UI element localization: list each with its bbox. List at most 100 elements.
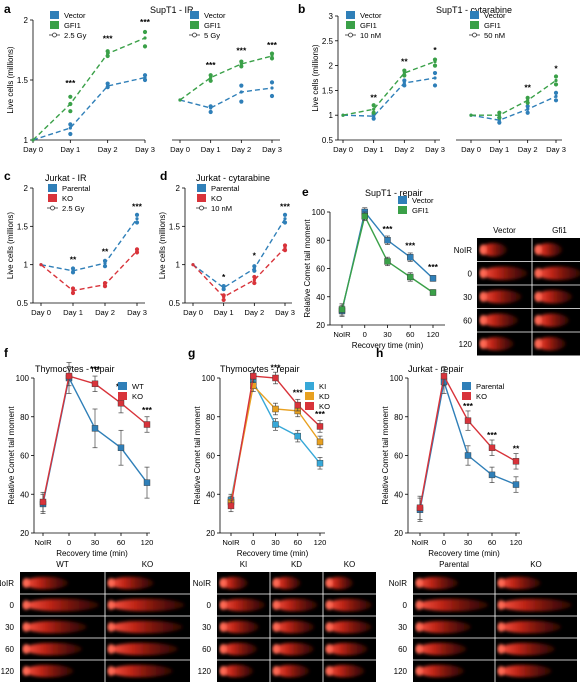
replicate-dot	[239, 99, 244, 104]
significance-annotation: **	[401, 57, 408, 67]
replicate-dot	[402, 68, 407, 73]
comet-image-grid: WT KO NoIR 0 30 60 120	[0, 560, 190, 682]
comet-tail	[327, 576, 354, 590]
comet-tail	[499, 642, 555, 656]
replicate-dot	[221, 287, 226, 292]
replicate-dot	[553, 82, 559, 87]
comet-tail	[24, 598, 100, 612]
legend-label: WT	[132, 382, 144, 391]
x-tick-label: 0	[442, 538, 446, 547]
comet-tail	[417, 664, 465, 678]
legend-label: Parental	[476, 382, 505, 391]
comet-tail	[481, 313, 519, 327]
y-tick-label: 80	[20, 413, 29, 422]
replicate-dot	[221, 297, 226, 303]
panel-e: 20 40 60 80 100 NoIR 0 30 60 120 Relative Comet ta…	[302, 185, 580, 356]
data-point	[384, 258, 391, 265]
x-tick-label: 30	[91, 538, 99, 547]
data-point	[338, 306, 346, 313]
legend-dose-marker	[50, 205, 55, 211]
significance-annotation: **	[70, 254, 77, 264]
comet-row-label: 120	[394, 667, 408, 676]
data-point	[91, 425, 99, 432]
comet-row-label: 0	[10, 601, 15, 610]
x-tick-label: 60	[294, 538, 302, 547]
comet-head	[22, 578, 30, 588]
y-tick-label: 60	[316, 265, 325, 274]
y-tick-label: 1.5	[322, 86, 334, 95]
comet-tail	[24, 642, 82, 656]
data-point	[526, 107, 530, 111]
x-axis-label: Recovery time (min)	[237, 549, 309, 558]
comet-image-grid: Vector Gfi1 NoIR 0 30 60 120	[454, 226, 580, 356]
legend-dose-marker	[472, 32, 477, 38]
comet-tail	[327, 598, 372, 612]
comet-head	[497, 600, 505, 610]
x-tick-label: 120	[427, 330, 440, 339]
replicate-dot	[269, 80, 275, 85]
significance-annotation: ***	[90, 364, 101, 374]
x-tick-label: Day 2	[95, 308, 115, 317]
data-point	[143, 36, 147, 40]
legend-label: KD	[319, 392, 330, 401]
y-tick-label: 1.5	[17, 222, 29, 231]
legend-swatch	[305, 382, 314, 390]
comet-head	[219, 666, 227, 676]
legend-label: 10 nM	[360, 31, 381, 40]
comet-head	[325, 600, 333, 610]
data-point	[272, 421, 279, 428]
comet-tail	[536, 243, 563, 257]
comet-head	[415, 578, 423, 588]
comet-row-label: 120	[1, 667, 15, 676]
replicate-dot	[402, 78, 407, 83]
significance-annotation: *	[222, 272, 226, 282]
legend-swatch	[470, 21, 479, 29]
comet-tail	[109, 642, 178, 656]
data-point	[512, 481, 520, 488]
chart-title: Jurkat - cytarabine	[196, 173, 270, 183]
legend-swatch	[470, 11, 479, 19]
comet-head	[272, 644, 280, 654]
y-tick-label: 20	[206, 529, 215, 538]
data-point	[469, 113, 473, 117]
comet-row-label: 60	[5, 645, 14, 654]
legend-label: KI	[319, 382, 326, 391]
y-tick-label: 2	[329, 62, 334, 71]
replicate-dot	[102, 258, 108, 263]
replicate-dot	[269, 56, 275, 61]
data-point	[554, 78, 558, 83]
comet-tail	[221, 576, 248, 590]
comet-tail	[274, 598, 318, 612]
y-tick-label: 60	[20, 452, 29, 461]
comet-row-label: 0	[403, 601, 408, 610]
legend-swatch	[190, 21, 199, 29]
significance-annotation: ***	[293, 387, 304, 397]
data-point	[143, 421, 151, 428]
y-tick-label: 80	[316, 236, 325, 245]
comet-head	[219, 644, 227, 654]
replicate-dot	[371, 110, 376, 115]
panel-letter: b	[298, 2, 305, 16]
comet-tail	[23, 620, 87, 634]
data-point	[407, 273, 414, 281]
replicate-dot	[105, 81, 110, 86]
comet-head	[107, 644, 115, 654]
comet-head	[272, 666, 280, 676]
panel-letter: c	[4, 169, 11, 183]
replicate-dot	[105, 49, 110, 54]
legend-label: GFI1	[360, 21, 377, 30]
replicate-dot	[282, 248, 288, 253]
panel-b1: 0.5 1 1.5 2 2.5 3 Day 0 Day 1 Day 2 Day 3 Live cel…	[298, 2, 512, 154]
x-tick-label: 60	[488, 538, 496, 547]
y-tick-label: 2	[24, 184, 29, 193]
legend-swatch	[50, 11, 59, 19]
x-tick-label: Day 2	[231, 145, 251, 154]
comet-tail	[499, 620, 562, 634]
data-point	[429, 275, 437, 282]
y-tick-label: 1.5	[17, 76, 29, 85]
comet-head	[415, 600, 423, 610]
data-point	[554, 94, 558, 98]
series-line-gfi1	[32, 37, 146, 141]
